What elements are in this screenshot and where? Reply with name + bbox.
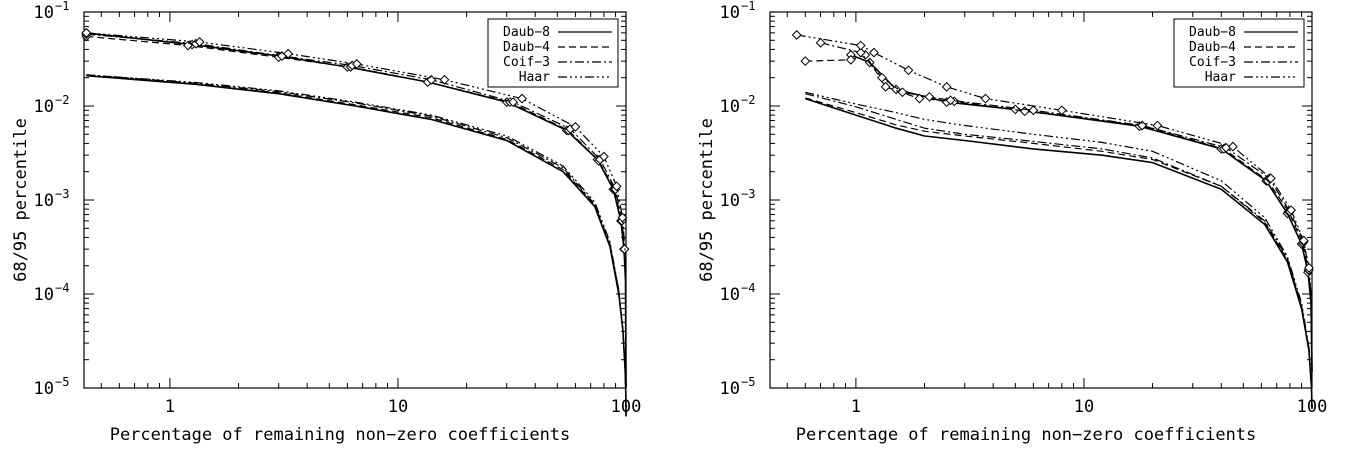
y-tick-exponent: −5 (55, 375, 69, 389)
data-point-marker (815, 37, 826, 48)
y-tick-exponent: −2 (741, 93, 755, 107)
y-tick-exponent: −1 (741, 0, 755, 13)
data-point-marker (869, 47, 879, 58)
data-point-marker (903, 65, 914, 76)
data-point-marker (439, 74, 450, 85)
series-line-68-coif3 (86, 74, 627, 417)
data-point-marker (880, 81, 891, 92)
data-point-marker (617, 212, 628, 223)
data-point-marker (1019, 106, 1030, 117)
data-point-marker (1304, 262, 1314, 273)
y-tick-exponent: −2 (55, 93, 69, 107)
y-tick-label: 10 (34, 191, 54, 211)
y-axis-label: 68/95 percentile (697, 118, 717, 282)
legend-label: Daub−4 (503, 40, 550, 55)
series-line-68-daub4 (86, 75, 627, 417)
data-point-marker (945, 95, 956, 106)
data-point-marker (980, 93, 991, 104)
data-point-marker (1137, 120, 1148, 131)
legend-label: Haar (1205, 70, 1236, 85)
legend-label: Daub−8 (1189, 25, 1236, 40)
data-point-marker (283, 48, 294, 59)
y-tick-exponent: −4 (741, 281, 755, 295)
y-axis-label: 68/95 percentile (11, 118, 31, 282)
data-point-marker (517, 93, 527, 104)
y-tick-label: 10 (34, 97, 54, 117)
data-point-marker (611, 181, 622, 192)
y-tick-label: 10 (720, 3, 740, 23)
data-point-marker (845, 54, 856, 65)
x-tick-label: 10 (1074, 397, 1094, 417)
legend-box (487, 18, 619, 88)
data-point-marker (924, 91, 935, 102)
x-axis-label: Percentage of remaining non−zero coeffic… (796, 425, 1257, 445)
y-tick-label: 10 (720, 191, 740, 211)
series-group (81, 27, 630, 417)
data-point-marker (1228, 141, 1238, 152)
data-point-marker (876, 72, 887, 83)
series-line-95-daub4 (805, 54, 1313, 372)
data-point-marker (800, 56, 811, 67)
y-tick-label: 10 (34, 285, 54, 305)
data-point-marker (897, 87, 908, 98)
legend-box (1173, 18, 1305, 88)
legend-label: Coif−3 (503, 55, 550, 70)
series-line-68-daub8 (86, 74, 627, 417)
y-tick-label: 10 (34, 3, 54, 23)
data-point-marker (351, 59, 362, 69)
data-point-marker (855, 40, 866, 51)
data-point-marker (81, 27, 92, 38)
x-axis-label: Percentage of remaining non−zero coeffic… (110, 425, 571, 445)
data-point-marker (598, 151, 609, 162)
data-point-marker (914, 93, 925, 104)
data-point-marker (855, 47, 866, 58)
data-point-marker (1152, 120, 1163, 131)
data-point-marker (1298, 235, 1309, 246)
data-point-marker (508, 97, 519, 108)
data-point-marker (1286, 205, 1297, 216)
y-tick-exponent: −4 (55, 281, 69, 295)
y-tick-exponent: −3 (741, 187, 755, 201)
series-line-68-haar (805, 91, 1313, 409)
series-line-95-haar (86, 32, 627, 389)
y-tick-exponent: −5 (741, 375, 755, 389)
data-point-marker (1265, 173, 1276, 184)
axis-ticks (84, 11, 626, 389)
series-line-68-coif3 (805, 93, 1313, 409)
data-point-marker (1056, 105, 1067, 116)
x-tick-label: 1 (851, 397, 861, 417)
series-group (791, 30, 1314, 409)
data-point-marker (570, 121, 581, 132)
y-tick-label: 10 (720, 379, 740, 399)
data-point-marker (941, 81, 952, 92)
series-line-95-daub4 (86, 35, 627, 389)
y-tick-label: 10 (720, 285, 740, 305)
data-point-marker (791, 30, 802, 40)
data-point-marker (1028, 105, 1039, 116)
data-point-marker (194, 37, 205, 47)
data-point-marker (183, 40, 193, 51)
y-tick-label: 10 (34, 379, 54, 399)
series-line-68-haar (86, 74, 627, 417)
x-tick-label: 1 (165, 397, 175, 417)
legend-label: Coif−3 (1189, 55, 1236, 70)
y-tick-exponent: −3 (55, 187, 69, 201)
legend-label: Daub−8 (503, 25, 550, 40)
legend-label: Daub−4 (1189, 40, 1236, 55)
y-tick-label: 10 (720, 97, 740, 117)
y-tick-exponent: −1 (55, 0, 69, 13)
legend-label: Haar (519, 70, 550, 85)
x-tick-label: 10 (388, 397, 408, 417)
